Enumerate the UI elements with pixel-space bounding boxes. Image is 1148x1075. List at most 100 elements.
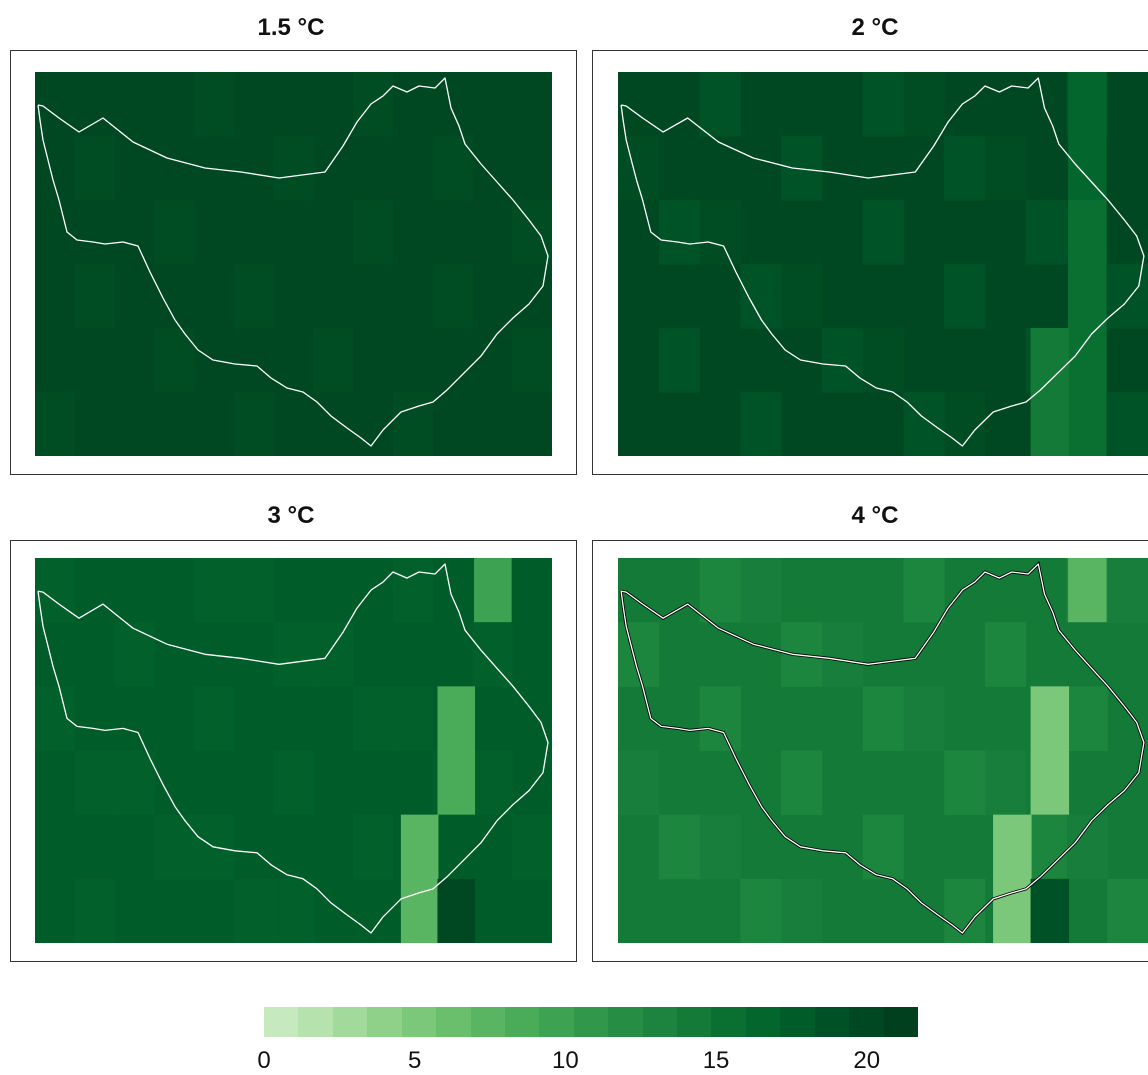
colorbar-swatch	[539, 1007, 574, 1037]
region-outline	[37, 77, 549, 447]
raster-patch	[437, 686, 476, 815]
raster-cell	[944, 750, 986, 816]
raster-cell	[313, 328, 354, 393]
raster-cell	[353, 200, 394, 265]
raster-cell	[273, 264, 314, 329]
raster-cell	[618, 136, 660, 201]
panel-title-2: 2 °C	[851, 14, 899, 41]
colorbar-swatch	[849, 1007, 884, 1037]
colorbar-swatch	[401, 1007, 437, 1037]
colorbar-swatch	[436, 1007, 471, 1037]
raster-cell	[273, 136, 314, 201]
map-panel-2	[618, 72, 1148, 456]
raster-cell	[1107, 558, 1148, 623]
raster-patch	[1030, 878, 1070, 943]
colorbar-swatch	[367, 1007, 402, 1037]
colorbar-swatch	[780, 1007, 815, 1037]
raster-cell	[233, 558, 275, 623]
raster-cell	[781, 136, 823, 201]
raster-cell	[699, 200, 741, 265]
raster-cell	[821, 622, 864, 687]
colorbar-swatch	[298, 1007, 333, 1037]
raster-cell	[1107, 264, 1148, 329]
raster-cell	[903, 558, 945, 623]
raster-cell	[114, 750, 155, 816]
colorbar-tick-0: 0	[257, 1047, 271, 1074]
raster-cell	[944, 264, 986, 329]
raster-cell	[1107, 878, 1148, 943]
colorbar-swatch	[677, 1007, 712, 1037]
raster-cell	[472, 136, 513, 201]
raster-cell	[74, 392, 116, 456]
raster-cell	[984, 750, 1027, 816]
raster-cell	[114, 136, 155, 201]
raster-cell	[1107, 392, 1148, 456]
raster-cell	[154, 328, 195, 393]
raster-cell	[472, 622, 513, 687]
colorbar-swatch	[264, 1007, 299, 1037]
colorbar-tick-10: 10	[552, 1047, 579, 1074]
region-outline	[37, 563, 549, 934]
raster-cell	[862, 328, 904, 393]
raster-cell	[392, 72, 434, 137]
raster-cell	[512, 814, 552, 880]
raster-cell	[740, 878, 782, 943]
raster-cell	[392, 392, 434, 456]
raster-cell	[658, 328, 701, 393]
raster-patch	[400, 814, 439, 943]
raster-cell	[903, 686, 945, 751]
raster-cell	[862, 200, 904, 265]
map-panel-1	[35, 72, 552, 456]
colorbar-swatch	[711, 1007, 746, 1037]
raster-cell	[35, 72, 76, 137]
raster-cell	[353, 686, 394, 751]
raster-cell	[944, 392, 986, 456]
raster-cell	[781, 878, 823, 943]
panel-title-3: 3 °C	[267, 502, 315, 529]
raster-cell	[353, 328, 394, 393]
raster-cell	[862, 72, 904, 137]
colorbar	[264, 1007, 919, 1037]
colorbar-swatch	[332, 1007, 368, 1037]
raster-cell	[313, 622, 354, 687]
colorbar-swatch	[573, 1007, 609, 1037]
raster-cell	[740, 558, 782, 623]
raster-cell	[699, 814, 741, 880]
raster-cell	[512, 328, 552, 393]
raster-cell	[392, 686, 434, 751]
raster-cell	[821, 328, 864, 393]
raster-cell	[862, 686, 904, 751]
raster-cell	[74, 750, 116, 816]
raster-cell	[1025, 814, 1067, 880]
raster-cell	[353, 814, 394, 880]
colorbar-tick-20: 20	[853, 1047, 881, 1074]
raster-patch	[1068, 200, 1107, 456]
raster-cell	[432, 136, 473, 201]
colorbar-tick-15: 15	[702, 1047, 730, 1074]
raster-cell	[699, 686, 741, 751]
raster-patch	[474, 558, 512, 623]
colorbar-swatch	[745, 1007, 781, 1037]
raster-patch	[1030, 328, 1070, 456]
colorbar-swatch	[470, 1007, 505, 1037]
raster-cell	[233, 878, 275, 943]
raster-patch	[1030, 686, 1070, 815]
raster-cell	[233, 264, 275, 329]
raster-cell	[154, 814, 195, 880]
colorbar-swatch	[608, 1007, 643, 1037]
raster-cell	[35, 558, 76, 623]
raster-cell	[1066, 686, 1108, 751]
raster-cell	[944, 136, 986, 201]
raster-cell	[699, 558, 741, 623]
raster-cell	[233, 392, 275, 456]
raster-cell	[273, 622, 314, 687]
panel-title-1: 1.5 °C	[257, 14, 325, 41]
raster-cell	[618, 750, 660, 816]
raster-cell	[35, 686, 76, 751]
raster-cell	[512, 200, 552, 265]
region-outline	[620, 563, 1145, 934]
raster-cell	[740, 392, 782, 456]
raster-cell	[781, 750, 823, 816]
raster-cell	[984, 622, 1027, 687]
raster-cell	[154, 200, 195, 265]
